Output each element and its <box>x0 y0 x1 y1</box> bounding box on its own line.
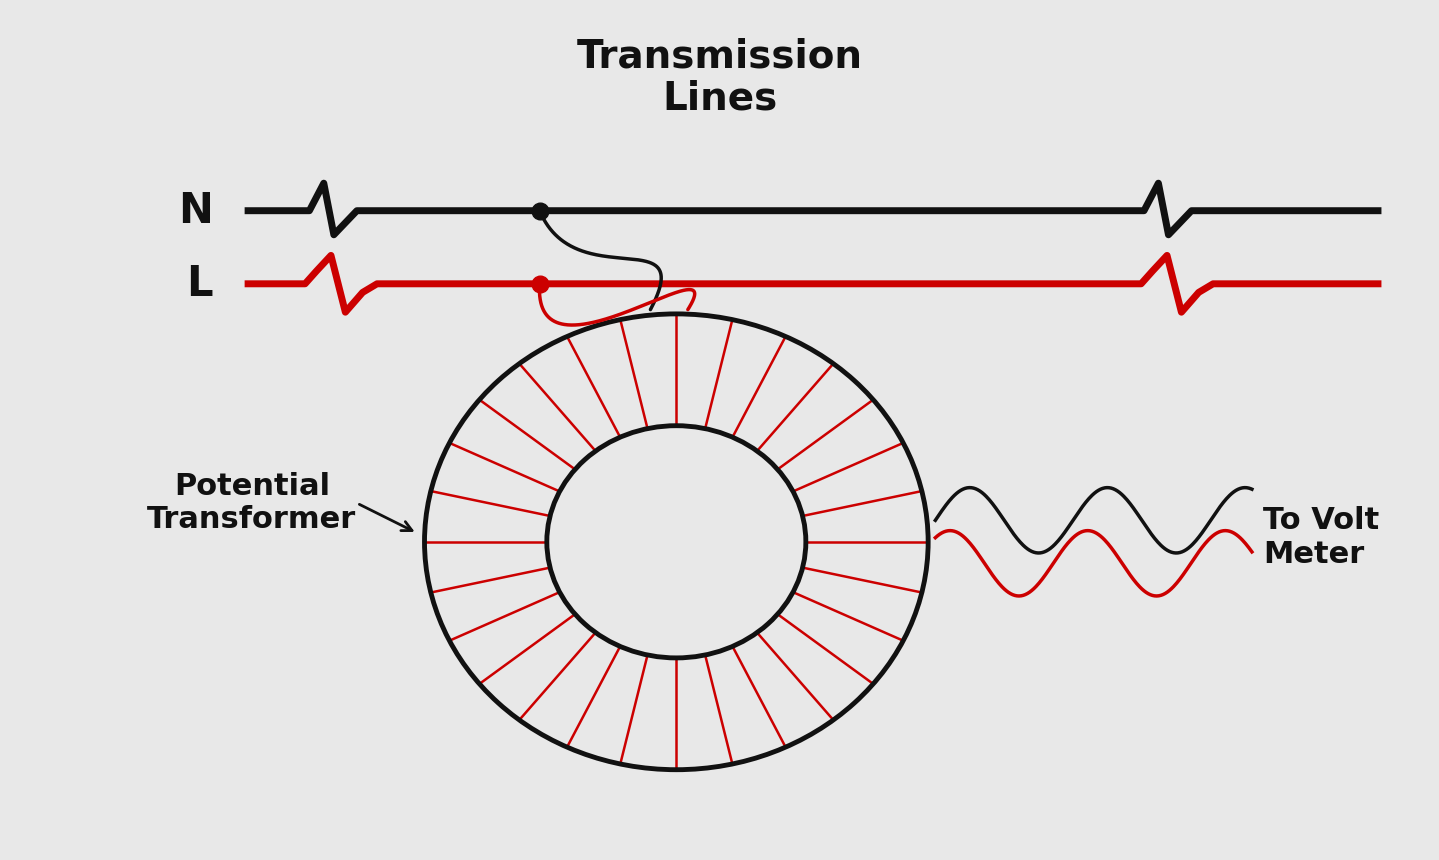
Text: Potential
Transformer: Potential Transformer <box>147 472 357 534</box>
Text: To Volt
Meter: To Volt Meter <box>1263 507 1380 568</box>
Text: Transmission
Lines: Transmission Lines <box>577 37 862 118</box>
Ellipse shape <box>547 426 806 658</box>
Text: N: N <box>178 190 213 231</box>
Text: L: L <box>186 263 213 304</box>
